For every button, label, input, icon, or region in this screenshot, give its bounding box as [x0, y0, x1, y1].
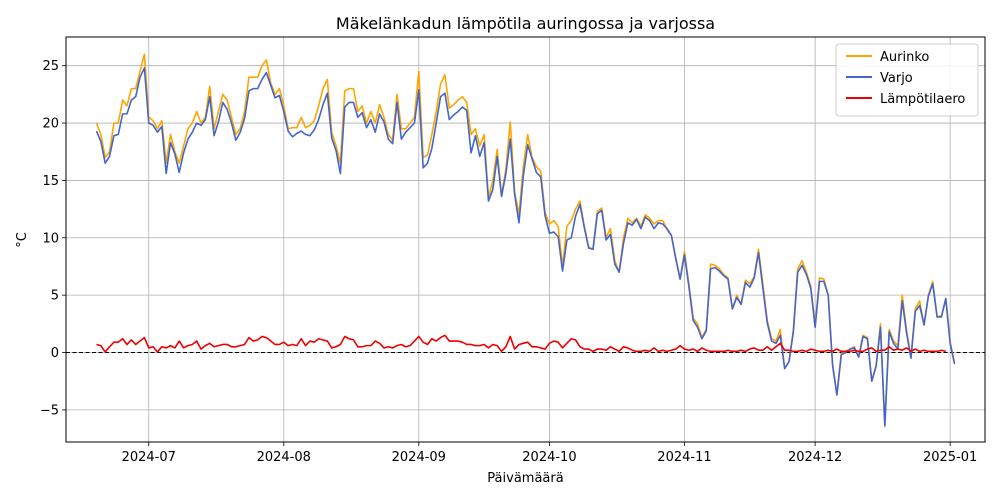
chart-title: Mäkelänkadun lämpötila auringossa ja var…: [336, 14, 715, 33]
x-tick-label: 2024-07: [122, 450, 176, 465]
legend-label-aurinko: Aurinko: [880, 50, 929, 65]
y-axis-ticks: −5 0 5 10 15 20 25: [40, 59, 66, 418]
x-tick-label: 2025-01: [923, 450, 977, 465]
y-tick-label: 5: [51, 289, 59, 304]
y-tick-label: 0: [51, 346, 59, 361]
x-tick-label: 2024-08: [257, 450, 311, 465]
y-tick-label: −5: [40, 403, 59, 418]
x-tick-label: 2024-12: [788, 450, 842, 465]
series-line-1: [95, 67, 956, 427]
x-axis-label: Päivämäärä: [487, 471, 563, 486]
plot-area-frame: [65, 36, 986, 443]
x-tick-label: 2024-11: [657, 450, 711, 465]
x-tick-label: 2024-09: [392, 450, 446, 465]
series-lines: [95, 53, 956, 427]
x-axis-ticks: 2024-07 2024-08 2024-09 2024-10 2024-11 2024-…: [122, 442, 977, 465]
y-tick-label: 25: [42, 59, 59, 74]
x-tick-label: 2024-10: [522, 450, 576, 465]
legend-label-lampotilaero: Lämpötilaero: [880, 92, 965, 107]
y-axis-label: °C: [15, 232, 30, 248]
y-tick-label: 10: [42, 231, 59, 246]
legend-label-varjo: Varjo: [880, 71, 913, 86]
y-tick-label: 15: [42, 174, 59, 189]
series-line-2: [96, 334, 947, 353]
y-tick-label: 20: [42, 117, 59, 132]
legend: Aurinko Varjo Lämpötilaero: [835, 43, 979, 117]
